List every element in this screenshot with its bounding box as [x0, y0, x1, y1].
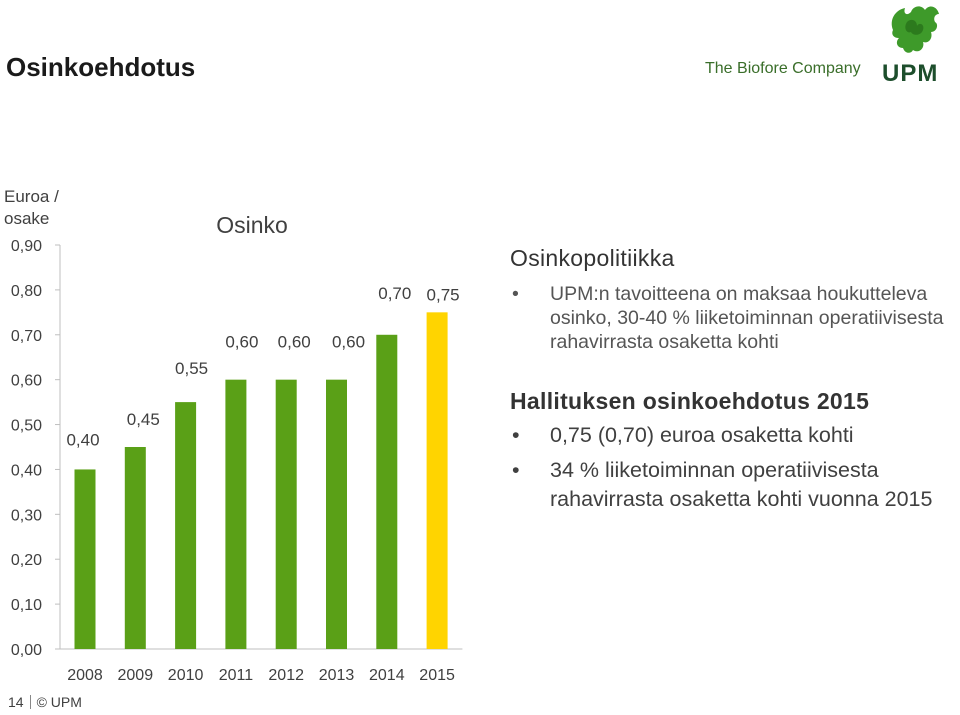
y-tick-label: 0,20 [11, 552, 42, 569]
policy-heading: Osinkopolitiikka [510, 245, 675, 271]
y-tick-label: 0,00 [11, 642, 42, 659]
y-tick-label: 0,60 [11, 373, 42, 390]
y-axis-label-text: Euroa / osake [4, 187, 59, 228]
y-tick-label: 0,90 [11, 238, 42, 255]
bar-2013 [326, 379, 347, 649]
footer-divider [29, 695, 31, 709]
data-label-2013: 0,60 [332, 333, 365, 352]
data-label-2014: 0,70 [378, 284, 411, 303]
bar-2015 [426, 312, 448, 649]
proposal-item: 0,75 (0,70) euroa osaketta kohti [510, 421, 960, 450]
y-tick-label: 0,10 [11, 597, 42, 614]
x-tick-label: 2012 [268, 667, 304, 684]
text-panel: Osinkopolitiikka UPM:n tavoitteena on ma… [510, 245, 960, 514]
data-label-2008: 0,40 [66, 430, 99, 449]
x-tick-label: 2009 [118, 667, 154, 684]
upm-logo: The Biofore Company UPM [705, 2, 955, 88]
copyright: © UPM [36, 694, 82, 710]
logo-wordmark: UPM [882, 60, 939, 87]
data-label-2015: 0,75 [427, 285, 460, 304]
logo-tagline: The Biofore Company [705, 60, 861, 77]
bar-2009 [124, 447, 146, 649]
footer: 14 © UPM [8, 694, 82, 710]
bar-2012 [275, 379, 297, 649]
data-label-2010: 0,55 [175, 359, 208, 378]
policy-item: UPM:n tavoitteena on maksaa houkutteleva… [510, 282, 960, 354]
page-title: Osinkoehdotus [6, 52, 196, 82]
bar-2011 [225, 379, 247, 649]
policy-list: UPM:n tavoitteena on maksaa houkutteleva… [510, 282, 960, 354]
data-label-2009: 0,45 [127, 410, 160, 429]
y-tick-label: 0,70 [11, 328, 42, 345]
proposal-list: 0,75 (0,70) euroa osaketta kohti 34 % li… [510, 421, 960, 514]
x-tick-label: 2010 [168, 667, 204, 684]
data-label-2012: 0,60 [278, 333, 311, 352]
y-tick-label: 0,50 [11, 418, 42, 435]
bar-2014 [376, 334, 398, 649]
bar-2010 [175, 402, 197, 649]
y-axis-label: Euroa / osake [4, 186, 66, 230]
x-tick-label: 2014 [369, 667, 405, 684]
bar-2008 [74, 469, 96, 649]
x-tick-label: 2011 [219, 667, 254, 684]
x-tick-label: 2013 [319, 667, 355, 684]
x-tick-label: 2015 [419, 667, 455, 684]
x-tick-label: 2008 [67, 667, 103, 684]
y-tick-label: 0,80 [11, 283, 42, 300]
griffin-icon [891, 6, 939, 53]
page-number: 14 [8, 694, 24, 710]
y-tick-label: 0,40 [11, 462, 42, 479]
y-tick-label: 0,30 [11, 507, 42, 524]
proposal-item: 34 % liiketoiminnan operatiivisesta raha… [510, 456, 960, 514]
data-label-2011: 0,60 [225, 333, 258, 352]
chart-title: Osinko [216, 212, 288, 238]
dividend-chart: Osinko 0,00 0,10 0,20 0,30 0,40 0,50 0,60 0,70 0… [11, 212, 463, 684]
proposal-heading: Hallituksen osinkoehdotus 2015 [510, 388, 870, 414]
